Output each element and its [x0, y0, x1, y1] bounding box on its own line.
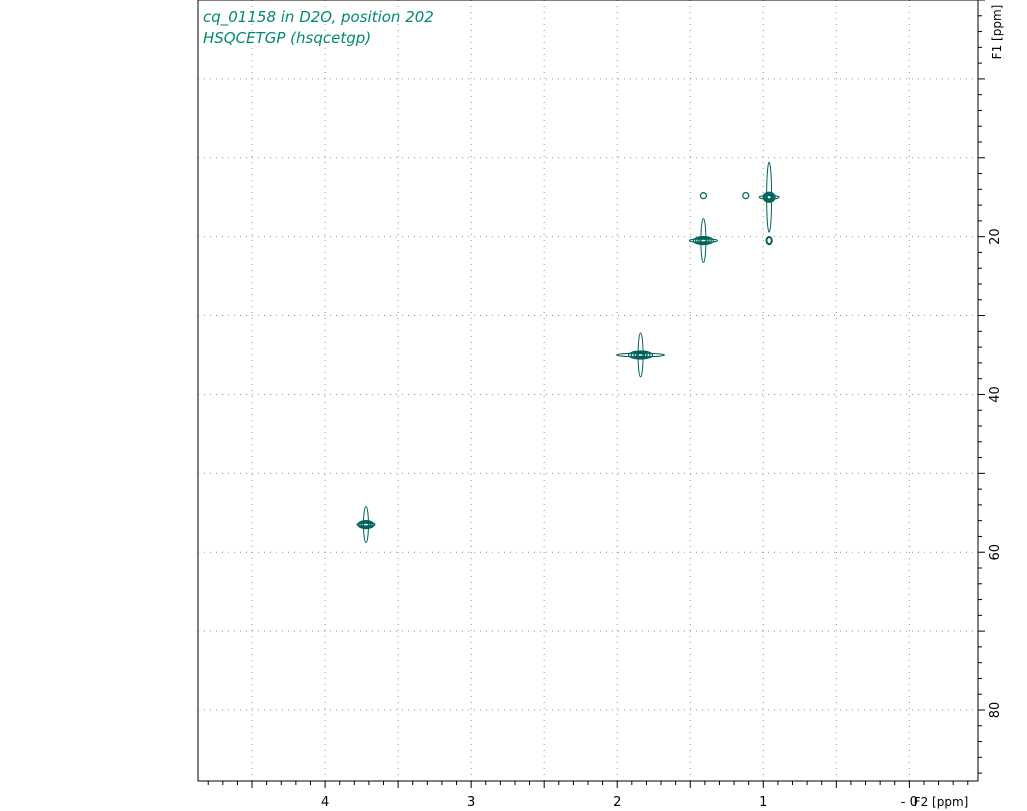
x-axis: 4 3 2 1 - 0 — [207, 781, 969, 810]
grid-lines — [198, 0, 978, 781]
x-axis-title: F2 [ppm] — [914, 795, 969, 809]
x-tick-label: 2 — [613, 795, 621, 810]
y-tick-label: 20 — [988, 228, 1003, 245]
y-axis-title: F1 [ppm] — [990, 5, 1004, 60]
plot-frame — [197, 0, 979, 782]
peak-contour — [765, 236, 773, 246]
peak-contour — [616, 332, 666, 378]
contour-streak-vertical — [637, 332, 644, 378]
y-tick-label: 40 — [988, 386, 1003, 403]
x-tick-label: - 0 — [901, 795, 918, 810]
x-tick-label: 4 — [321, 795, 329, 810]
contour-ring — [359, 520, 373, 529]
contour-streak-horizontal — [616, 352, 666, 358]
contour-streak-vertical — [766, 161, 773, 233]
contour-ring — [692, 236, 714, 246]
contour-streak-vertical — [700, 218, 707, 264]
contour-peaks — [356, 161, 780, 544]
contour-ring — [362, 522, 370, 527]
contour-ring — [766, 194, 772, 200]
contour-ring — [765, 236, 773, 246]
x-tick-label: 3 — [467, 795, 475, 810]
y-tick-label: 80 — [988, 702, 1003, 719]
contour-ring — [766, 236, 773, 245]
contour-ring — [763, 192, 775, 202]
contour-ring — [765, 193, 774, 201]
contour-ring — [742, 192, 750, 200]
contour-streak-horizontal — [758, 194, 780, 200]
x-tick-label: 1 — [759, 795, 767, 810]
title-line-2: HSQCETGP (hsqcetgp) — [203, 29, 371, 47]
peak-contour — [356, 506, 376, 544]
peak-contour — [742, 192, 750, 200]
contour-ring — [762, 191, 776, 203]
contour-streak-horizontal — [688, 238, 718, 243]
peak-contour — [699, 192, 707, 200]
title-line-1: cq_01158 in D2O, position 202 — [203, 8, 434, 27]
contour-ring — [630, 351, 651, 359]
contour-ring — [357, 520, 375, 530]
contour-ring — [694, 236, 712, 245]
peak-contour — [758, 161, 780, 233]
y-axis: 20 40 60 80 — [978, 0, 1003, 774]
contour-streak-vertical — [362, 506, 369, 544]
contour-ring — [627, 350, 654, 360]
y-tick-label: 60 — [988, 544, 1003, 561]
contour-ring — [699, 192, 707, 200]
contour-streak-horizontal — [356, 522, 376, 527]
peak-contour — [688, 218, 718, 264]
